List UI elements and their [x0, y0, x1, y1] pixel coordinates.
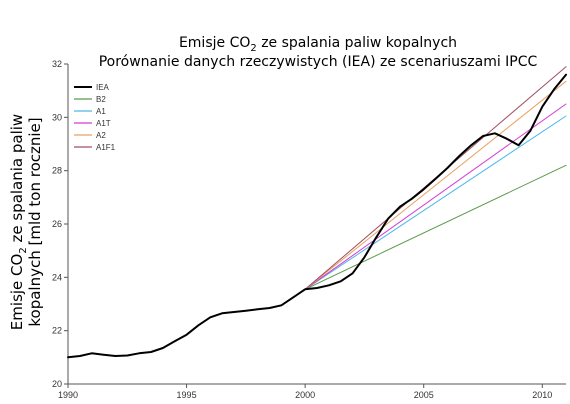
legend-label-a2: A2: [96, 131, 106, 140]
x-tick-label-4: 2010: [532, 390, 552, 400]
y-axis-label-line1: Emisje CO2 ze spalania paliw: [8, 114, 29, 330]
x-tick-label-3: 2005: [414, 390, 434, 400]
legend-label-b2: B2: [96, 95, 106, 104]
x-tick-label-2: 2000: [295, 390, 315, 400]
plot-area: 20 22 24 26 28 30 32 1990 1995 2000 2005 2010 IEA B2 A…: [52, 59, 567, 400]
y-axis-label-line2: kopalnych [mld ton rocznie]: [26, 117, 44, 326]
y-tick-label-5: 30: [52, 112, 62, 122]
y-tick-label-4: 28: [52, 166, 62, 176]
x-tick-label-0: 1990: [58, 390, 78, 400]
series-line-a2: [304, 80, 567, 290]
legend-label-a1: A1: [96, 107, 106, 116]
series-line-a1: [304, 115, 567, 290]
legend-label-a1f1: A1F1: [96, 143, 116, 152]
legend-label-a1t: A1T: [96, 119, 111, 128]
y-tick-label-6: 32: [52, 59, 62, 69]
series-line-iea: [67, 73, 567, 359]
y-tick-label-0: 20: [52, 379, 62, 389]
series-line-a1t: [304, 103, 567, 290]
series-line-b2: [304, 164, 567, 290]
y-tick-label-2: 24: [52, 272, 62, 282]
legend-label-iea: IEA: [96, 83, 110, 92]
y-axis-label: Emisje CO2 ze spalania paliw kopalnych […: [8, 114, 44, 330]
y-tick-label-3: 26: [52, 219, 62, 229]
x-tick-label-1: 1995: [177, 390, 197, 400]
chart-title-line1: Emisje CO2 ze spalania paliw kopalnych: [179, 35, 457, 54]
y-tick-label-1: 22: [52, 326, 62, 336]
chart-title-line2: Porównanie danych rzeczywistych (IEA) ze…: [99, 54, 538, 70]
